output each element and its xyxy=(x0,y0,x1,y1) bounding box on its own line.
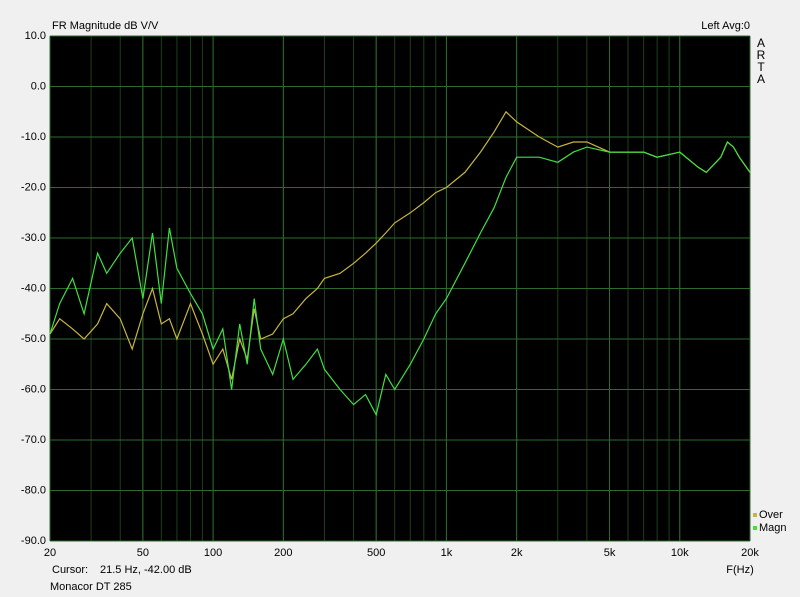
legend-swatch xyxy=(753,526,757,530)
x-tick-label: 2k xyxy=(511,547,523,559)
legend-label: Magn xyxy=(759,522,787,534)
chart-title: FR Magnitude dB V/V xyxy=(52,20,159,32)
y-tick-label: -50.0 xyxy=(21,333,46,345)
brand: ARTA xyxy=(754,36,768,84)
y-tick-label: 0.0 xyxy=(31,80,46,92)
x-tick-label: 10k xyxy=(671,547,689,559)
x-axis-label: F(Hz) xyxy=(726,564,754,576)
legend-label: Over xyxy=(759,509,783,521)
x-tick-label: 20 xyxy=(44,547,56,559)
x-tick-label: 50 xyxy=(137,547,149,559)
x-tick-label: 200 xyxy=(274,547,292,559)
y-tick-label: -60.0 xyxy=(21,383,46,395)
y-tick-label: 10.0 xyxy=(25,30,46,42)
series-line xyxy=(49,141,751,417)
x-tick-label: 100 xyxy=(204,547,222,559)
y-tick-label: -90.0 xyxy=(21,535,46,547)
x-tick-label: 5k xyxy=(604,547,616,559)
y-tick-label: -70.0 xyxy=(21,434,46,446)
x-tick-label: 1k xyxy=(441,547,453,559)
status: Left Avg:0 xyxy=(701,20,750,32)
footer: Monacor DT 285 xyxy=(50,581,132,593)
x-tick-label: 500 xyxy=(367,547,385,559)
y-tick-label: -10.0 xyxy=(21,131,46,143)
cursor-label: Cursor: xyxy=(52,564,88,576)
y-tick-label: -80.0 xyxy=(21,484,46,496)
cursor-value: 21.5 Hz, -42.00 dB xyxy=(100,564,192,576)
y-tick-label: -20.0 xyxy=(21,181,46,193)
y-tick-label: -40.0 xyxy=(21,282,46,294)
x-tick-label: 20k xyxy=(741,547,759,559)
legend-swatch xyxy=(753,513,757,517)
y-tick-label: -30.0 xyxy=(21,232,46,244)
